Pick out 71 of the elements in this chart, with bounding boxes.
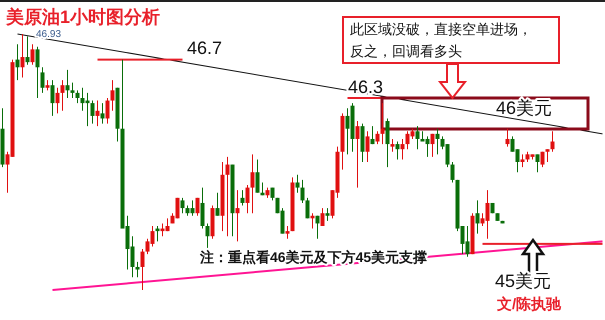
candlestick	[100, 102, 104, 124]
annotation: 46.93	[36, 29, 62, 40]
candlestick	[236, 190, 240, 242]
candlestick	[106, 98, 110, 124]
candlestick	[540, 151, 544, 168]
candlestick	[536, 154, 540, 173]
candlestick	[356, 120, 360, 188]
candlestick	[66, 69, 70, 98]
candlestick	[520, 154, 524, 168]
candlestick	[140, 248, 144, 290]
candlestick	[370, 126, 374, 145]
candlestick	[550, 130, 554, 152]
candlestick	[476, 200, 480, 234]
candlestick	[226, 156, 230, 237]
candlestick	[256, 158, 260, 194]
candlestick	[326, 208, 330, 222]
candlestick	[270, 187, 274, 201]
candlestick	[266, 187, 270, 198]
candlestick	[366, 130, 370, 162]
candlestick	[46, 80, 50, 91]
candlestick	[196, 197, 200, 216]
candlestick	[180, 197, 184, 214]
annotation: 46.3	[348, 77, 384, 97]
candlestick	[216, 192, 220, 216]
candlestick	[36, 46, 40, 98]
candlestick	[156, 226, 160, 242]
candlestick	[50, 80, 54, 116]
candlestick	[110, 80, 114, 112]
candlestick	[40, 66, 44, 94]
candlestick	[70, 82, 74, 98]
candlestick	[390, 138, 394, 152]
candlestick	[506, 128, 510, 148]
candlestick	[250, 154, 254, 214]
candlestick	[26, 36, 30, 66]
candlestick	[400, 138, 404, 160]
candlestick	[20, 34, 24, 78]
annotation: 反之，回调看多头	[350, 43, 462, 59]
candlestick	[136, 261, 140, 278]
candlestick	[430, 133, 434, 158]
candlestick	[60, 80, 64, 112]
candlestick	[396, 141, 400, 160]
candlestick	[436, 128, 440, 155]
candlestick	[56, 87, 60, 114]
candlestick	[76, 90, 80, 104]
candlestick	[416, 126, 420, 150]
candlestick	[386, 118, 390, 168]
candlestick	[450, 162, 454, 183]
candlestick	[306, 197, 310, 219]
candlestick	[206, 222, 210, 250]
candlestick	[316, 215, 320, 240]
candlestick	[16, 44, 20, 81]
candlestick	[200, 187, 204, 230]
annotation: 此区域没破，直接空单进场，	[350, 21, 532, 37]
candlestick	[96, 100, 100, 127]
candlestick	[260, 182, 264, 196]
annotation: 46.7	[187, 38, 222, 58]
chart-title: 美原油1小时图分析	[5, 7, 160, 27]
candlestick	[320, 208, 324, 226]
candlestick	[296, 174, 300, 194]
candlestick	[246, 184, 250, 214]
candlestick	[286, 226, 290, 240]
candlestick	[310, 212, 314, 230]
candlestick	[376, 130, 380, 145]
annotation: 46美元	[496, 98, 552, 118]
text: 文/陈执驰	[496, 296, 562, 313]
candlestick	[380, 102, 384, 145]
candlestick	[90, 100, 94, 124]
candlestick	[240, 190, 244, 206]
candlestick	[546, 148, 550, 162]
candlestick	[300, 179, 304, 204]
candlestick	[30, 44, 34, 66]
